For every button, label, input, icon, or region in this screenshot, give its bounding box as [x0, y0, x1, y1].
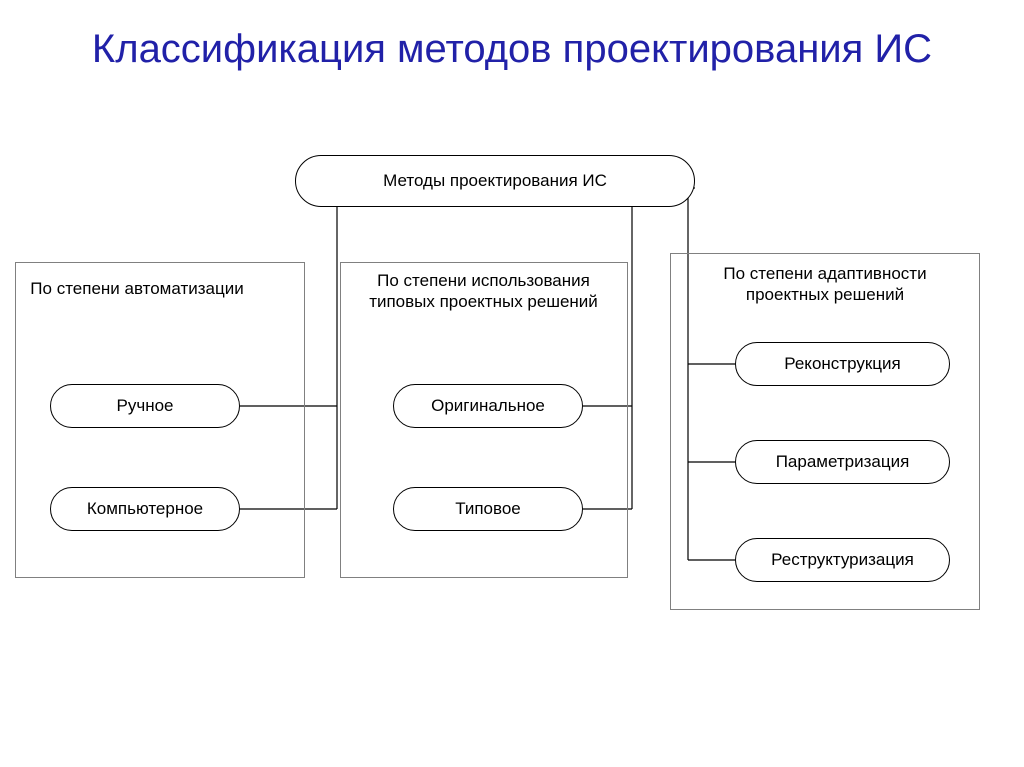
leaf-typical: Типовое	[393, 487, 583, 531]
leaf-label: Параметризация	[776, 452, 910, 472]
leaf-computer: Компьютерное	[50, 487, 240, 531]
group-label-automation: По степени автоматизации	[22, 278, 252, 299]
group-label-adaptivity: По степени адаптивности проектных решени…	[695, 263, 955, 306]
leaf-label: Оригинальное	[431, 396, 545, 416]
leaf-label: Типовое	[455, 499, 521, 519]
root-node-label: Методы проектирования ИС	[383, 171, 607, 191]
leaf-restructuring: Реструктуризация	[735, 538, 950, 582]
leaf-original: Оригинальное	[393, 384, 583, 428]
leaf-label: Реконструкция	[784, 354, 900, 374]
root-node: Методы проектирования ИС	[295, 155, 695, 207]
leaf-label: Ручное	[117, 396, 174, 416]
leaf-reconstruction: Реконструкция	[735, 342, 950, 386]
leaf-label: Реструктуризация	[771, 550, 914, 570]
leaf-parametrization: Параметризация	[735, 440, 950, 484]
leaf-manual: Ручное	[50, 384, 240, 428]
group-label-typical: По степени использования типовых проектн…	[357, 270, 610, 313]
leaf-label: Компьютерное	[87, 499, 203, 519]
diagram-canvas: Методы проектирования ИС По степени авто…	[0, 0, 1024, 767]
